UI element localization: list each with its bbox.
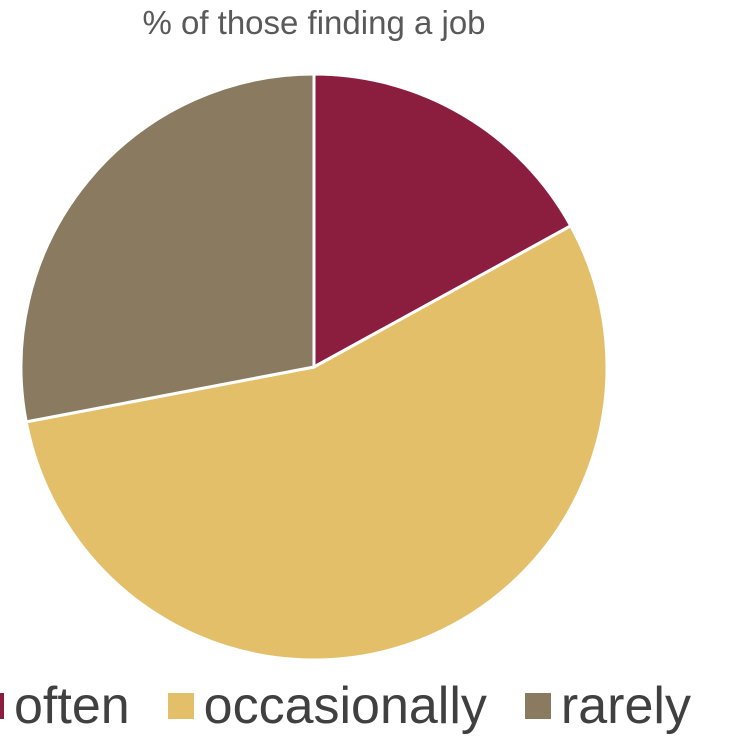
legend: often occasionally rarely <box>0 666 691 746</box>
legend-swatch-occasionally <box>167 693 194 719</box>
legend-item-rarely: rarely <box>524 676 691 736</box>
legend-swatch-often <box>0 693 4 719</box>
legend-item-often: often <box>0 676 130 736</box>
legend-item-occasionally: occasionally <box>167 676 487 736</box>
legend-swatch-rarely <box>524 693 551 719</box>
pie-slice-rarely <box>19 72 316 424</box>
legend-label-rarely: rarely <box>560 677 691 735</box>
legend-label-often: often <box>14 677 130 735</box>
pie-slice-occasionally <box>24 224 609 662</box>
pie-slice-often <box>312 72 573 369</box>
chart-title: % of those finding a job <box>142 4 486 41</box>
legend-label-occasionally: occasionally <box>203 677 487 735</box>
